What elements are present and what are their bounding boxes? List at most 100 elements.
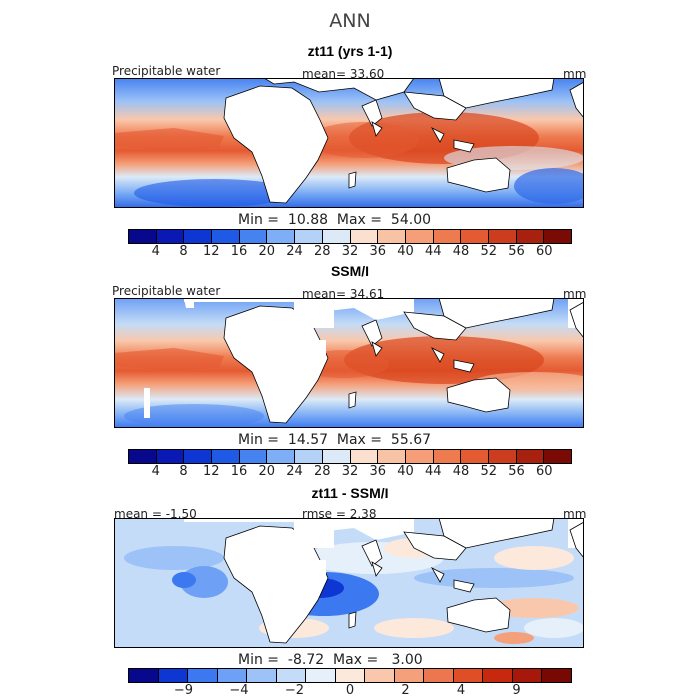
- colorbar-swatch: [129, 669, 159, 682]
- panel-1-variable-label: Precipitable water: [112, 64, 221, 78]
- colorbar-swatch: [212, 450, 240, 463]
- colorbar-swatch: [267, 230, 296, 243]
- colorbar-swatch: [405, 230, 434, 243]
- colorbar-tick-label: 20: [258, 464, 276, 479]
- panel-3-colorbar: −9 −4 −2 0 2 4 9: [128, 668, 572, 699]
- colorbar-tick-label: 60: [535, 464, 553, 479]
- colorbar-swatch: [267, 450, 296, 463]
- colorbar-tick-label: 52: [480, 244, 498, 259]
- colorbar-tick-label: 8: [179, 244, 188, 259]
- colorbar-swatch: [239, 450, 268, 463]
- colorbar-swatch: [405, 450, 434, 463]
- panel-2-colorbar: 4 8 12 16 20 24 28 32 36 40 44 48 52 56 60: [128, 449, 572, 480]
- colorbar-swatch: [488, 450, 517, 463]
- colorbar-swatch: [544, 450, 571, 463]
- colorbar-swatch: [453, 669, 484, 682]
- panel-3-minmax: Min = -8.72 Max = 3.00: [238, 652, 423, 668]
- colorbar-swatch: [247, 669, 277, 682]
- colorbar-swatch: [516, 450, 545, 463]
- colorbar-tick-label: 12: [202, 464, 220, 479]
- panel-1-colorbar-ticks: 4 8 12 16 20 24 28 32 36 40 44 48 52 56 60: [128, 244, 572, 260]
- colorbar-tick-label: 44: [424, 464, 442, 479]
- panel-1-minmax: Min = 10.88 Max = 54.00: [238, 212, 432, 228]
- colorbar-tick-label: 9: [512, 683, 521, 698]
- colorbar-swatch: [461, 450, 489, 463]
- panel-2-units-label: mm: [563, 287, 587, 301]
- colorbar-swatch: [433, 450, 462, 463]
- panel-3-map: [114, 518, 584, 648]
- colorbar-tick-label: 2: [401, 683, 410, 698]
- panel-1-mean-label: mean= 33.60: [302, 67, 385, 81]
- colorbar-tick-label: 24: [286, 464, 303, 479]
- colorbar-swatch: [394, 669, 425, 682]
- colorbar-swatch: [239, 230, 268, 243]
- colorbar-tick-label: 32: [341, 244, 359, 259]
- panel-2-colorbar-swatches: [128, 449, 572, 464]
- colorbar-tick-label: 44: [424, 244, 442, 259]
- colorbar-swatch: [542, 669, 571, 682]
- panel-1-colorbar: 4 8 12 16 20 24 28 32 36 40 44 48 52 56 60: [128, 229, 572, 260]
- colorbar-tick-label: 56: [508, 464, 525, 479]
- colorbar-tick-label: 40: [397, 464, 414, 479]
- colorbar-swatch: [378, 230, 406, 243]
- colorbar-swatch: [306, 669, 336, 682]
- panel-1-colorbar-swatches: [128, 229, 572, 244]
- colorbar-swatch: [365, 669, 395, 682]
- colorbar-swatch: [350, 230, 379, 243]
- colorbar-tick-label: 56: [508, 244, 525, 259]
- panel-2-map: [114, 298, 584, 428]
- colorbar-tick-label: 52: [480, 464, 498, 479]
- colorbar-swatch: [188, 669, 218, 682]
- colorbar-tick-label: 36: [369, 244, 387, 259]
- colorbar-swatch: [322, 450, 351, 463]
- colorbar-swatch: [433, 230, 462, 243]
- colorbar-tick-label: −2: [284, 683, 305, 698]
- colorbar-tick-label: 4: [151, 244, 160, 259]
- colorbar-tick-label: 16: [230, 464, 248, 479]
- colorbar-swatch: [295, 230, 323, 243]
- colorbar-swatch: [488, 230, 517, 243]
- panel-3-mean-label: mean = -1.50: [114, 507, 197, 521]
- colorbar-swatch: [158, 669, 189, 682]
- colorbar-swatch: [217, 669, 248, 682]
- panel-3-rmse-label: rmse = 2.38: [302, 507, 377, 521]
- colorbar-swatch: [512, 669, 543, 682]
- figure-title: ANN: [329, 10, 371, 32]
- colorbar-swatch: [544, 230, 571, 243]
- colorbar-tick-label: 40: [397, 244, 414, 259]
- panel-1-units-label: mm: [563, 67, 587, 81]
- panel-1-map: [114, 78, 584, 208]
- colorbar-tick-label: 8: [179, 464, 188, 479]
- colorbar-swatch: [129, 450, 157, 463]
- colorbar-swatch: [184, 450, 213, 463]
- panel-3-colorbar-swatches: [128, 668, 572, 683]
- colorbar-tick-label: 4: [456, 683, 466, 698]
- colorbar-tick-label: 48: [452, 464, 470, 479]
- panel-1-title: zt11 (yrs 1-1): [307, 43, 393, 59]
- colorbar-swatch: [483, 669, 513, 682]
- colorbar-tick-label: −9: [173, 683, 194, 698]
- colorbar-swatch: [212, 230, 240, 243]
- panel-2-minmax: Min = 14.57 Max = 55.67: [238, 432, 432, 448]
- colorbar-tick-label: 12: [202, 244, 220, 259]
- colorbar-tick-label: 28: [313, 244, 331, 259]
- panel-2-colorbar-ticks: 4 8 12 16 20 24 28 32 36 40 44 48 52 56 60: [128, 464, 572, 480]
- colorbar-swatch: [156, 450, 185, 463]
- panel-3-colorbar-ticks: −9 −4 −2 0 2 4 9: [128, 683, 572, 699]
- colorbar-tick-label: 0: [345, 683, 355, 698]
- colorbar-swatch: [461, 230, 489, 243]
- panel-3-units-label: mm: [563, 507, 587, 521]
- colorbar-swatch: [350, 450, 379, 463]
- colorbar-swatch: [378, 450, 406, 463]
- colorbar-tick-label: 32: [341, 464, 359, 479]
- colorbar-tick-label: 4: [151, 464, 160, 479]
- colorbar-tick-label: −4: [229, 683, 249, 698]
- colorbar-swatch: [156, 230, 185, 243]
- colorbar-swatch: [516, 230, 545, 243]
- panel-2-mean-label: mean= 34.61: [302, 287, 385, 301]
- colorbar-tick-label: 20: [258, 244, 276, 259]
- panel-2-title: SSM/I: [330, 263, 370, 279]
- colorbar-swatch: [295, 450, 323, 463]
- colorbar-swatch: [129, 230, 157, 243]
- colorbar-swatch: [335, 669, 366, 682]
